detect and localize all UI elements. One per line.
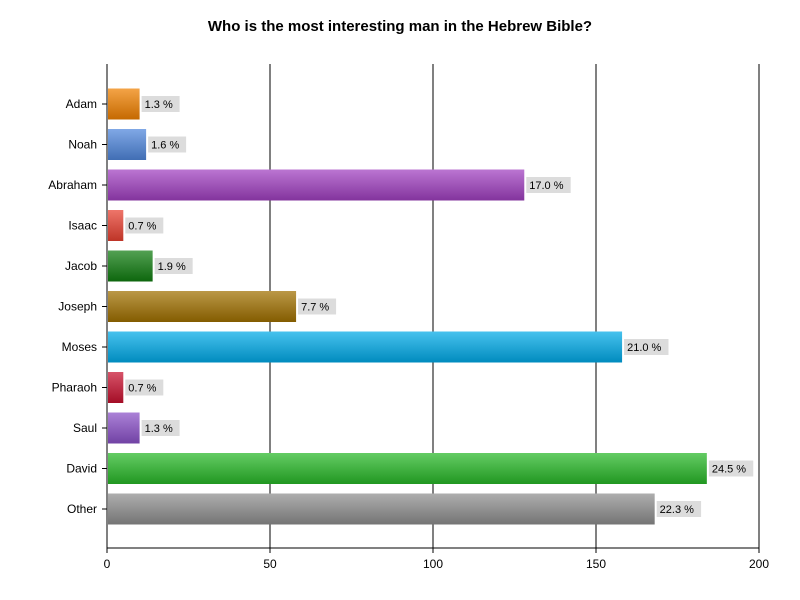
x-tick-label-100: 100 <box>423 557 443 571</box>
x-tick-label-0: 0 <box>104 557 111 571</box>
data-label-box-noah <box>148 136 187 153</box>
x-tick-label-50: 50 <box>263 557 277 571</box>
bar-abraham <box>108 169 525 201</box>
x-tick-label-150: 150 <box>586 557 606 571</box>
data-label-box-other <box>656 501 702 517</box>
data-label-joseph: 7.7 % <box>301 302 329 314</box>
y-tick-label-jacob: Jacob <box>65 259 97 273</box>
bar-other <box>108 493 655 525</box>
y-tick-label-abraham: Abraham <box>48 178 97 192</box>
data-label-saul: 1.3 % <box>145 423 173 435</box>
bar-isaac <box>108 210 124 241</box>
x-tick-label-200: 200 <box>749 557 769 571</box>
data-label-david: 24.5 % <box>712 464 746 476</box>
bar-saul <box>108 412 140 444</box>
data-label-box-moses <box>624 339 669 355</box>
y-tick-label-pharaoh: Pharaoh <box>52 381 97 395</box>
y-tick-label-adam: Adam <box>66 97 97 111</box>
bar-adam <box>108 88 140 120</box>
data-label-pharaoh: 0.7 % <box>128 383 156 395</box>
data-label-box-joseph <box>298 298 337 315</box>
data-label-box-pharaoh <box>125 379 164 396</box>
y-tick-label-noah: Noah <box>68 138 97 152</box>
data-label-isaac: 0.7 % <box>128 221 156 233</box>
bar-jacob <box>108 250 153 282</box>
chart-title: Who is the most interesting man in the H… <box>207 18 593 35</box>
data-label-box-adam <box>141 96 180 112</box>
data-label-box-jacob <box>154 258 193 274</box>
bar-david <box>108 453 707 484</box>
bar-pharaoh <box>108 372 124 403</box>
data-label-adam: 1.3 % <box>145 99 173 111</box>
data-label-abraham: 17.0 % <box>529 180 563 192</box>
y-tick-label-moses: Moses <box>62 340 97 354</box>
data-label-other: 22.3 % <box>660 504 694 516</box>
data-label-box-saul <box>141 420 180 436</box>
bar-moses <box>108 331 623 363</box>
data-label-jacob: 1.9 % <box>158 261 186 273</box>
data-label-box-abraham <box>526 177 571 193</box>
bar-noah <box>108 129 147 160</box>
data-label-noah: 1.6 % <box>151 140 179 152</box>
data-label-moses: 21.0 % <box>627 342 661 354</box>
y-tick-label-joseph: Joseph <box>58 300 97 314</box>
y-tick-label-isaac: Isaac <box>68 219 97 233</box>
y-tick-label-other: Other <box>67 502 97 516</box>
data-label-box-david <box>708 460 754 477</box>
bar-joseph <box>108 291 297 322</box>
data-label-box-isaac <box>125 217 164 234</box>
y-tick-label-saul: Saul <box>73 421 97 435</box>
y-tick-label-david: David <box>66 462 97 476</box>
